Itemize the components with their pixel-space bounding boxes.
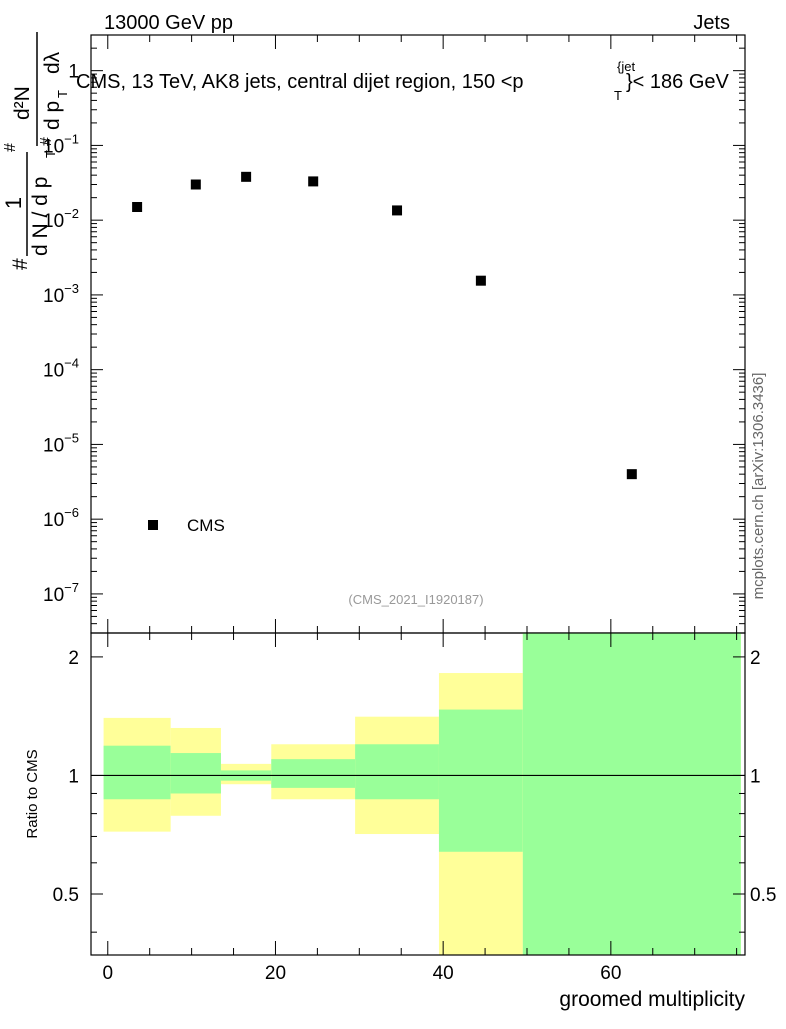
band-inner (355, 744, 439, 800)
ratio-panel: 0.5 0.51 12 20 20 40 60 (53, 632, 776, 984)
xtick-label: 60 (600, 963, 621, 984)
ylabel-num: d²N (11, 86, 34, 120)
main-ytick-label: 10−5 (43, 430, 79, 456)
ylabel-hash-3: # (38, 137, 55, 146)
main-ytick-label: 10−1 (43, 131, 79, 157)
main-ytick-mantissa: 10 (43, 435, 64, 456)
ylabel-one: 1 (1, 197, 26, 209)
data-point (392, 205, 403, 216)
data-point (241, 171, 252, 182)
main-ytick-exponent: −7 (64, 580, 79, 595)
xtick-label: 40 (433, 963, 454, 984)
ratio-ytick-label-right: 2 (750, 648, 761, 669)
ylabel-hash-2: # (2, 143, 19, 152)
xlabel: groomed multiplicity (559, 988, 745, 1011)
ylabel-hash-1: # (9, 258, 32, 270)
ratio-ytick-label-left: 0.5 (53, 885, 79, 906)
xtick-label: 0 (102, 963, 113, 984)
main-ytick-label: 10−2 (43, 206, 79, 232)
legend: CMS (148, 516, 225, 535)
legend-marker (148, 520, 158, 530)
band-inner (438, 709, 523, 852)
ylabel-den: d N / d p (29, 177, 52, 256)
main-ytick-mantissa: 10 (43, 286, 64, 307)
ratio-ytick-label-right: 0.5 (750, 885, 776, 906)
main-ytick-mantissa: 10 (43, 585, 64, 606)
ratio-ytick-label-left: 1 (68, 766, 79, 787)
data-point (132, 202, 143, 213)
main-ytick-mantissa: 10 (43, 361, 64, 382)
ratio-ylabel: Ratio to CMS (24, 749, 41, 838)
main-ytick-label: 10−4 (43, 356, 79, 382)
header-left: 13000 GeV pp (104, 12, 233, 34)
main-ytick-exponent: −3 (64, 281, 79, 296)
band-inner (170, 753, 221, 794)
title-sub: T (614, 88, 622, 103)
main-frame (90, 34, 746, 634)
main-ytick-mantissa: 10 (43, 510, 64, 531)
main-ylabel: # 1 d N / d p T d²N d p T dλ # # (1, 32, 70, 270)
ylabel-num-den-sub: T (55, 90, 70, 98)
main-ytick-exponent: −2 (64, 206, 79, 221)
data-point (308, 176, 319, 187)
main-ytick-mantissa: 10 (43, 211, 64, 232)
ratio-ytick-label-left: 2 (68, 648, 79, 669)
main-ytick-label: 1 (68, 62, 79, 83)
title-sup: {jet (617, 59, 635, 74)
watermark: mcplots.cern.ch [arXiv:1306.3436] (750, 373, 767, 600)
title-main: CMS, 13 TeV, AK8 jets, central dijet reg… (76, 71, 524, 93)
main-ytick-label: 10−7 (43, 580, 79, 606)
main-ytick-mantissa: 1 (68, 62, 79, 83)
data-point (190, 179, 201, 190)
legend-label: CMS (187, 516, 225, 535)
main-ytick-exponent: −5 (64, 430, 79, 445)
main-ytick-label: 10−6 (43, 505, 79, 531)
ratio-frame (90, 632, 746, 956)
main-ytick-mantissa: 10 (43, 136, 64, 157)
main-ytick-label: 10−3 (43, 281, 79, 307)
chart-title: CMS, 13 TeV, AK8 jets, central dijet reg… (76, 71, 524, 93)
band-inner (271, 759, 356, 788)
analysis-tag: (CMS_2021_I1920187) (348, 592, 483, 607)
main-panel: 110−110−210−310−410−510−610−7 (43, 34, 746, 634)
band-inner (522, 633, 741, 955)
title-tail: }< 186 GeV (626, 71, 730, 93)
ratio-ytick-label-right: 1 (750, 766, 761, 787)
main-ytick-exponent: −6 (64, 505, 79, 520)
xtick-label: 20 (265, 963, 286, 984)
ylabel-num-den: d p (41, 101, 64, 130)
ylabel-num-den-tail: dλ (41, 51, 64, 74)
data-point (626, 469, 637, 480)
main-ytick-exponent: −1 (64, 131, 79, 146)
main-ytick-exponent: −4 (64, 356, 79, 371)
band-inner (103, 745, 171, 800)
data-point (475, 275, 486, 286)
header-right: Jets (693, 12, 730, 34)
ylabel-den-sub: T (43, 150, 58, 158)
